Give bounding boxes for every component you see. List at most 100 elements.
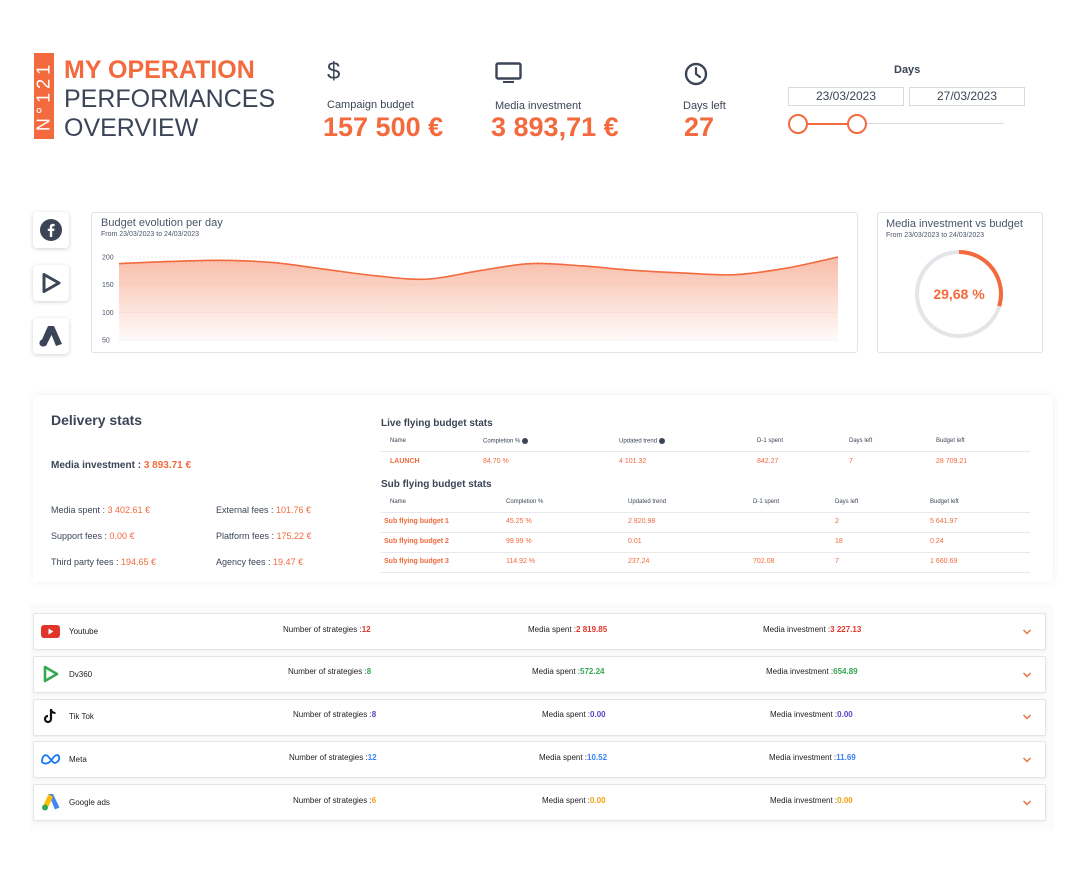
delivery-media-investment-value: 3 893.71 € [143,460,192,471]
sub-row-name[interactable]: Sub flying budget 2 [384,538,449,545]
meta-icon [41,754,61,765]
network-name: Dv360 [69,670,93,679]
live-stats-title: Live flying budget stats [381,418,493,429]
chevron-down-icon[interactable] [1022,670,1032,680]
operation-number-badge: N°121 [34,53,54,139]
fee-support: Support fees : 0.00 € [51,531,135,541]
end-date-field[interactable]: 27/03/2023 [909,87,1025,106]
network-name: Youtube [69,627,99,636]
info-icon[interactable] [658,438,665,444]
sub-col-name: Name [390,499,407,505]
sub-row-budget: 1 660.69 [930,558,958,565]
budget-line [118,256,839,281]
live-row-trend: 4 101.32 [619,458,647,465]
dv360-icon [43,665,59,683]
chevron-down-icon[interactable] [1022,755,1032,765]
gauge-title: Media investment vs budget [886,218,1023,230]
y-tick-label: 50 [102,338,110,345]
network-media-investment: Media investment :3 227.13 [763,625,862,634]
live-row-name[interactable]: LAUNCH [390,458,420,465]
network-media-investment: Media investment :654.89 [766,667,858,676]
sub-col-days: Days left [835,499,859,505]
date-slider-end-handle[interactable] [847,114,867,134]
google-ads-icon [42,794,60,811]
clock-icon [684,62,708,91]
campaign-budget-value: 157 500 € [323,112,444,142]
tiktok-icon [43,709,56,724]
info-icon[interactable] [522,438,529,444]
delivery-media-investment: Media investment : 3 893.71 € [51,460,191,471]
network-strategies: Number of strategies :8 [293,710,377,719]
chevron-down-icon[interactable] [1022,627,1032,637]
budget-area [119,257,838,340]
date-slider-track[interactable] [798,123,1004,124]
delivery-media-investment-label: Media investment : [51,460,144,471]
sub-row-trend: 0.01 [628,538,642,545]
media-vs-budget-panel [877,212,1043,353]
divider [381,572,1030,573]
y-tick-label: 150 [102,282,114,289]
gauge-subtitle: From 23/03/2023 to 24/03/2023 [886,232,985,239]
sub-row-budget: 5 641.97 [930,518,958,525]
chevron-down-icon[interactable] [1022,798,1032,808]
sub-row-days: 2 [835,518,839,525]
google-ads-filter-button[interactable] [33,318,69,354]
live-row-budget: 28 709.21 [936,458,968,465]
sub-col-budget: Budget left [930,499,959,505]
sub-row-name[interactable]: Sub flying budget 1 [384,518,449,525]
network-strategies: Number of strategies :12 [283,625,371,634]
network-name: Meta [69,755,87,764]
page-title-line-3: OVERVIEW [64,114,199,142]
sub-stats-title: Sub flying budget stats [381,479,492,490]
page-title-line-1: MY OPERATION [64,56,255,84]
monitor-icon [495,62,522,89]
y-tick-label: 200 [102,255,114,262]
chevron-down-icon[interactable] [1022,712,1032,722]
dv360-filter-button[interactable] [33,265,69,301]
divider [381,512,1030,513]
fee-agency: Agency fees : 19.47 € [216,557,304,567]
live-col-name: Name [390,438,407,444]
network-media-spent: Media spent :10.52 [539,753,608,762]
date-slider-start-handle[interactable] [788,114,808,134]
network-media-spent: Media spent :0.00 [542,710,606,719]
start-date-field[interactable]: 23/03/2023 [788,87,904,106]
network-row-tiktok[interactable] [33,699,1046,736]
network-name: Google ads [69,798,110,807]
sub-row-name[interactable]: Sub flying budget 3 [384,558,449,565]
dollar-icon: $ [327,58,341,85]
live-col-trend: Updated trend [619,438,665,445]
google-ads-icon [39,326,62,347]
network-row-dv360[interactable] [33,656,1046,693]
page-title-line-2: PERFORMANCES [64,85,276,113]
live-row-days: 7 [849,458,853,465]
divider [381,451,1030,452]
sub-row-d1: 702.08 [753,558,775,565]
days-title: Days [894,64,921,76]
sub-row-trend: 237.24 [628,558,650,565]
network-strategies: Number of strategies :6 [293,796,377,805]
gauge-chart [915,250,1003,338]
network-media-spent: Media spent :572.24 [532,667,605,676]
dv360-icon [42,273,61,293]
y-tick-label: 100 [102,310,114,317]
network-strategies: Number of strategies :8 [288,667,372,676]
network-row-google-ads[interactable] [33,784,1046,821]
live-col-completion: Completion % [483,438,529,445]
fee-platform: Platform fees : 175.22 € [216,531,312,541]
network-strategies: Number of strategies :12 [289,753,377,762]
sub-col-d1: D-1 spent [753,499,780,505]
live-col-d1: D-1 spent [757,438,784,444]
network-name: Tik Tok [69,712,94,721]
budget-evolution-chart: 200 150 100 50 [102,255,839,345]
facebook-filter-button[interactable] [33,212,69,248]
delivery-stats-card [33,395,1053,582]
sub-col-completion: Completion % [506,499,544,505]
operation-number: N°121 [33,60,54,132]
fee-external: External fees : 101.76 € [216,505,312,515]
network-media-investment: Media investment :11.69 [769,753,856,762]
media-investment-label: Media investment [495,100,582,112]
sub-row-trend: 2 820.98 [628,518,656,525]
network-row-meta[interactable] [33,741,1046,778]
network-row-youtube[interactable] [33,613,1046,650]
